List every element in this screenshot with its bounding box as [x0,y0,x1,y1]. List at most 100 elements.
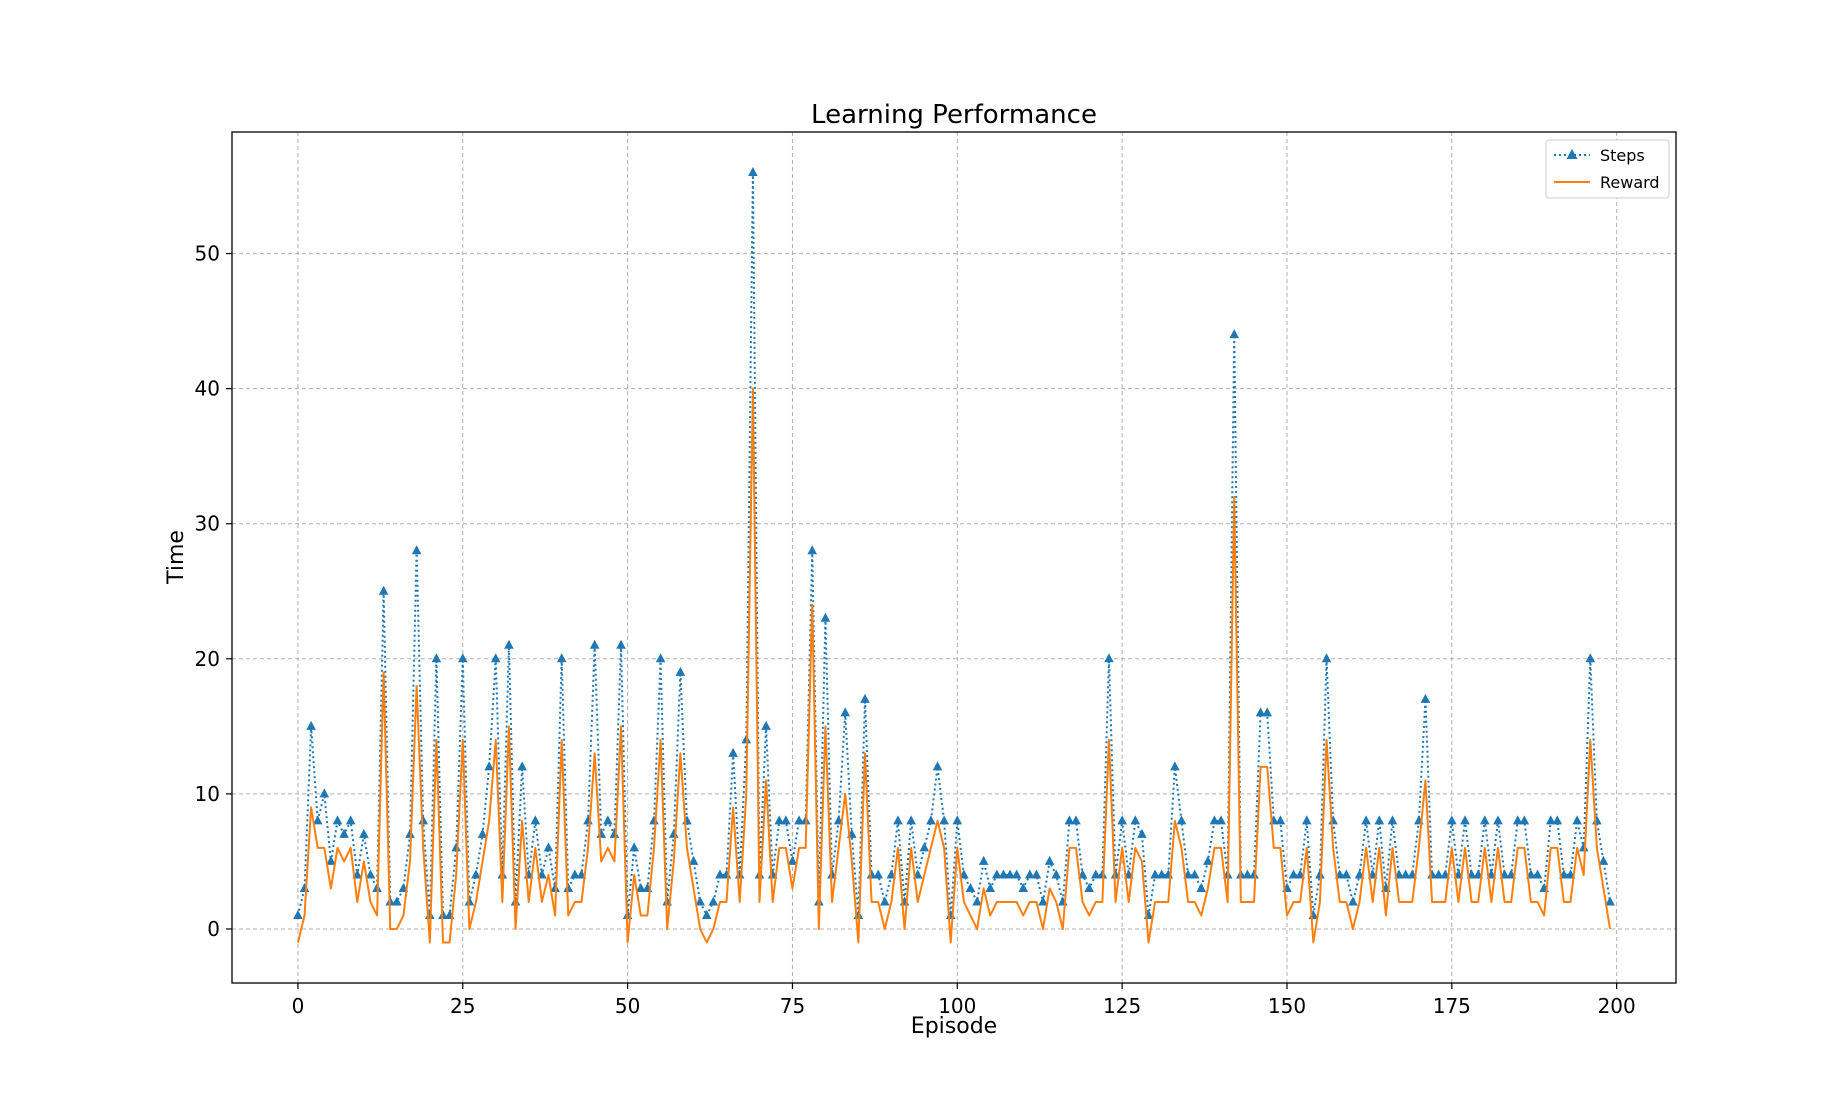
y-tick-label: 30 [195,512,220,536]
steps-point [1598,855,1609,865]
steps-point [978,855,989,865]
steps-point [1242,869,1253,879]
y-tick-label: 50 [195,242,220,266]
legend-item-reward: Reward [1554,173,1660,192]
steps-point [952,815,963,825]
steps-point [1585,653,1596,663]
steps-point [1420,693,1431,703]
steps-point [1090,869,1101,879]
steps-point [1084,882,1094,892]
steps-point [695,896,705,906]
steps-point [1071,815,1081,825]
steps-point [1301,815,1312,825]
steps-point [504,639,514,649]
steps-point [1150,869,1160,879]
steps-point [1361,815,1371,825]
steps-point [873,869,883,879]
steps-point [451,842,461,852]
steps-point [1005,869,1015,879]
steps-point [1170,761,1180,771]
steps-point [306,720,316,730]
series-layer [293,167,1615,944]
steps-point [919,842,930,852]
x-tick-label: 25 [450,994,475,1018]
steps-point [477,828,488,838]
steps-point [1216,815,1226,825]
x-tick-label: 0 [292,994,305,1018]
steps-point [1203,855,1213,865]
steps-point [392,896,402,906]
steps-point [1156,869,1167,879]
y-tick-label: 20 [195,647,220,671]
chart-title: Learning Performance [811,100,1097,130]
reward-line [296,387,1612,944]
x-axis-ticks: 0 25 50 75 100 125 150 175 200 [292,983,1636,1018]
steps-point [1011,869,1022,879]
steps-point [1104,653,1114,663]
y-axis-ticks: 0 10 20 30 40 50 [195,242,232,941]
steps-point [1097,869,1108,879]
steps-point [1341,869,1352,879]
steps-point [319,788,330,798]
steps-point [1288,869,1299,879]
steps-point [939,815,949,825]
steps-point [1255,707,1266,717]
steps-point [1427,869,1437,879]
steps-point [1176,815,1187,825]
steps-point [1447,815,1457,825]
steps-point [985,882,996,892]
steps-point [879,896,890,906]
steps-point [530,815,541,825]
x-tick-label: 75 [780,994,805,1018]
steps-point [359,828,369,838]
steps-point [1209,815,1220,825]
steps-point [866,869,877,879]
series-reward [296,387,1612,944]
steps-point [589,639,600,649]
steps-line [296,171,1612,917]
legend-steps-marker [1566,149,1578,159]
steps-point [1387,815,1398,825]
steps-point [761,720,771,730]
steps-point [1189,869,1200,879]
steps-point [603,815,613,825]
steps-point [1578,842,1589,852]
steps-point [636,882,646,892]
steps-point [1137,828,1147,838]
steps-point [1400,869,1411,879]
y-tick-label: 40 [195,377,220,401]
steps-point [1031,869,1042,879]
steps-point [490,653,501,663]
steps-point [1552,815,1563,825]
steps-point [1117,815,1127,825]
steps-point [339,828,349,838]
x-tick-label: 50 [615,994,640,1018]
steps-point [1479,815,1490,825]
steps-point [365,869,376,879]
steps-point [312,815,323,825]
steps-point [293,909,303,919]
steps-point [728,747,738,757]
steps-point [543,842,554,852]
steps-point [431,653,442,663]
steps-point [840,707,851,717]
y-tick-label: 10 [195,782,220,806]
steps-point [484,761,494,771]
steps-point [517,761,527,771]
steps-point [1196,882,1207,892]
steps-point [411,545,422,555]
x-axis-title: Episode [911,1014,997,1039]
steps-point [471,869,481,879]
steps-point [1315,869,1325,879]
legend-item-steps: Steps [1554,146,1645,165]
steps-point [563,882,574,892]
steps-point [570,869,580,879]
steps-point [1348,896,1358,906]
x-tick-label: 175 [1433,994,1471,1018]
steps-point [418,815,429,825]
steps-point [972,896,982,906]
steps-point [860,693,870,703]
steps-point [1262,707,1272,717]
steps-point [906,815,916,825]
